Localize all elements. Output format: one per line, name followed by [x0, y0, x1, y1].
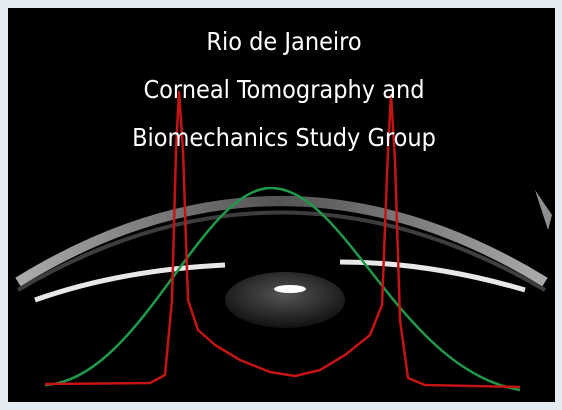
logo-line: Corneal Tomography and — [143, 75, 424, 104]
logo-line: Rio de Janeiro — [206, 27, 361, 56]
page: Rio de Janeiro Corneal Tomography and Bi… — [0, 0, 562, 410]
logo: Rio de Janeiro Corneal Tomography and Bi… — [0, 0, 562, 410]
lens-reflex — [274, 285, 306, 293]
lens — [225, 272, 345, 328]
logo-line: Biomechanics Study Group — [132, 123, 436, 152]
